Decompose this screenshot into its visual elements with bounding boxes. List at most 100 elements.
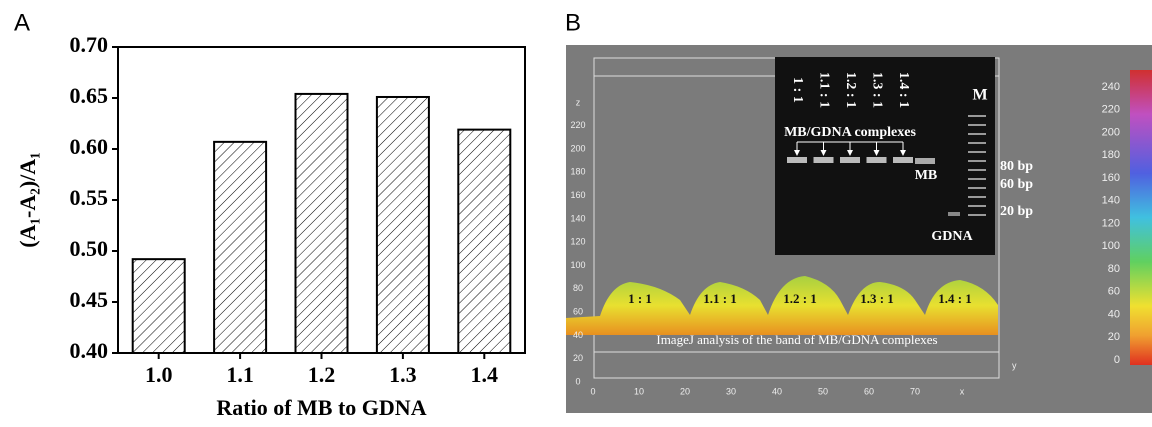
peak-label: 1.3 : 1 (860, 291, 894, 306)
y-axis-label: y (1012, 360, 1017, 370)
bar (375, 95, 430, 354)
bar (457, 128, 512, 354)
x-tick-label: 1.4 (471, 362, 499, 387)
z-tick-label: 160 (570, 190, 585, 200)
marker-band (968, 169, 986, 171)
arrow-head (820, 150, 827, 156)
z-tick-label: 80 (573, 283, 583, 293)
z-tick-label: 140 (570, 213, 585, 223)
marker-band (968, 133, 986, 135)
arrow-head (794, 150, 800, 156)
panel-label: A (14, 9, 30, 36)
gel-band (787, 157, 807, 163)
mb-label: MB (915, 168, 938, 183)
y-tick-label: 0.60 (70, 134, 109, 159)
marker-band (968, 160, 986, 162)
y-axis-label: (A₁-A₂)/A₁ (15, 152, 40, 248)
peak-label: 1.2 : 1 (783, 291, 817, 306)
gel-band (840, 157, 860, 163)
gel-band (813, 157, 834, 163)
bar (131, 258, 186, 354)
marker-band (968, 178, 986, 180)
caption: ImageJ analysis of the band of MB/GDNA c… (656, 332, 937, 347)
size-label: 80 bp (1000, 159, 1033, 174)
marker-band (968, 142, 986, 144)
colorbar-tick-label: 20 (1108, 331, 1120, 343)
z-tick-label: 20 (573, 353, 583, 363)
panel-label: B (565, 9, 581, 36)
marker-band (968, 196, 986, 198)
y-tick-label: 0.40 (70, 338, 109, 363)
arrow-head (900, 150, 906, 156)
colorbar-tick-label: 100 (1102, 240, 1120, 252)
gel-band (948, 212, 960, 216)
marker-band (968, 124, 986, 126)
z-tick-label: 180 (570, 167, 585, 177)
bar (294, 92, 349, 354)
x-tick-label: 0 (590, 386, 595, 396)
x-tick-label: 40 (772, 386, 782, 396)
arrow-head (847, 150, 853, 156)
z-tick-label: 40 (573, 330, 583, 340)
lane-label: 1.1 : 1 (816, 72, 831, 108)
colorbar-tick-label: 40 (1108, 308, 1120, 320)
arrow-head (873, 150, 880, 156)
x-tick-label: 1.2 (308, 362, 336, 387)
z-tick-label: 0 (575, 376, 580, 386)
colorbar-tick-label: 220 (1102, 104, 1120, 116)
colorbar (1130, 70, 1152, 365)
marker-band (968, 151, 986, 153)
peak-label: 1.1 : 1 (703, 291, 737, 306)
peak-label: 1 : 1 (628, 291, 652, 306)
x-tick-label: 1.1 (226, 362, 254, 387)
x-tick-label: 1.0 (145, 362, 173, 387)
marker-band (968, 187, 986, 189)
complex-label: MB/GDNA complexes (784, 125, 916, 140)
bar (213, 140, 268, 354)
panel-b (566, 45, 1152, 413)
marker-band (968, 214, 986, 216)
marker-band (968, 115, 986, 117)
gel-band (893, 157, 913, 163)
colorbar-tick-label: 80 (1108, 263, 1120, 275)
x-tick-label: 1.3 (389, 362, 417, 387)
colorbar-tick-label: 60 (1108, 286, 1120, 298)
gel-band (866, 157, 887, 163)
colorbar-tick-label: 160 (1102, 172, 1120, 184)
colorbar-tick-label: 140 (1102, 195, 1120, 207)
y-tick-label: 0.65 (70, 83, 109, 108)
x-axis-label: x (960, 386, 965, 396)
y-tick-label: 0.45 (70, 287, 109, 312)
lane-label: 1.2 : 1 (843, 72, 858, 108)
y-tick-label: 0.55 (70, 185, 109, 210)
marker-band (968, 205, 986, 207)
gdna-label: GDNA (931, 229, 973, 244)
colorbar-tick-label: 200 (1102, 126, 1120, 138)
colorbar-tick-label: 0 (1114, 354, 1120, 366)
plot-frame (117, 46, 526, 354)
z-tick-label: 120 (570, 237, 585, 247)
x-tick-label: 10 (634, 386, 644, 396)
colorbar-tick-label: 180 (1102, 149, 1120, 161)
intensity-peaks (566, 276, 998, 335)
size-label: 20 bp (1000, 204, 1033, 219)
size-label: 60 bp (1000, 177, 1033, 192)
x-tick-label: 70 (910, 386, 920, 396)
y-tick-label: 0.50 (70, 236, 109, 261)
x-tick-label: 60 (864, 386, 874, 396)
z-tick-label: 200 (570, 143, 585, 153)
x-axis-label: Ratio of MB to GDNA (216, 395, 426, 420)
x-tick-label: 20 (680, 386, 690, 396)
colorbar-tick-label: 120 (1102, 217, 1120, 229)
marker-label: M (972, 87, 987, 104)
z-axis-label: z (576, 97, 581, 107)
y-tick-label: 0.70 (70, 32, 109, 57)
x-tick-label: 30 (726, 386, 736, 396)
peak-label: 1.4 : 1 (938, 291, 972, 306)
lane-label: 1 : 1 (790, 77, 805, 103)
lane-label: 1.4 : 1 (896, 72, 911, 108)
gel-band (915, 158, 935, 164)
z-tick-label: 100 (570, 260, 585, 270)
lane-label: 1.3 : 1 (869, 72, 884, 108)
